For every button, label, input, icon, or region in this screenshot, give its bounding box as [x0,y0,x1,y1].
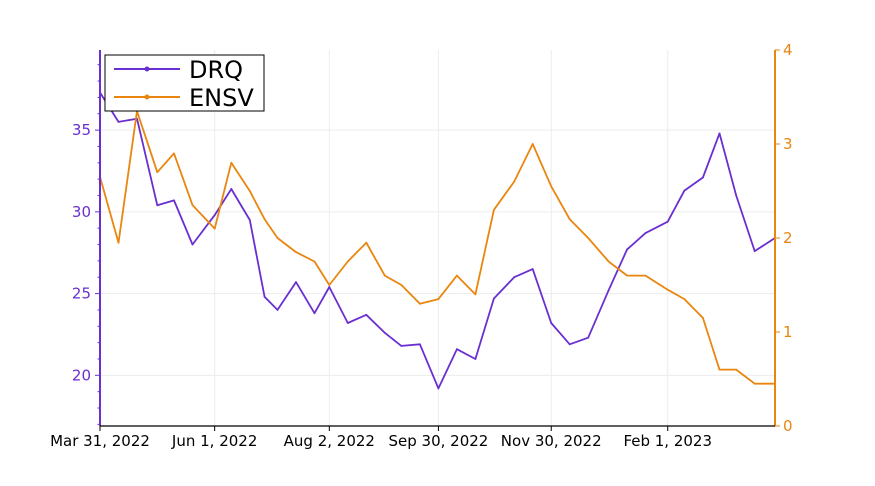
data-point-drq [437,387,440,390]
data-point-ensv [365,241,368,244]
data-point-ensv [513,180,516,183]
data-point-ensv [568,218,571,221]
data-point-drq [276,309,279,311]
y-right-tick-label: 1 [783,323,793,341]
series-layer [99,91,776,390]
data-point-drq [493,297,495,300]
data-point-drq [587,336,590,339]
data-point-ensv [346,260,349,263]
data-point-drq [230,188,233,190]
legend-label-drq: DRQ [189,56,243,84]
x-tick-label: Aug 2, 2022 [284,432,375,450]
data-point-drq [607,289,610,292]
data-point-drq [753,250,756,253]
data-point-drq [568,343,571,346]
data-point-drq [718,132,721,135]
data-point-ensv [173,152,175,155]
data-point-drq [735,194,738,197]
data-point-drq [550,322,553,324]
x-tick-label: Mar 31, 2022 [50,432,150,450]
data-point-drq [666,220,669,223]
data-point-ensv [666,288,669,291]
data-point-ensv [493,208,495,211]
x-tick-label: Feb 1, 2023 [623,432,712,450]
y-left-tick-label: 30 [72,203,91,221]
data-point-drq [400,345,403,347]
legend-box [104,54,265,112]
data-point-ensv [383,274,386,277]
x-tick-label: Nov 30, 2022 [501,432,602,450]
data-point-ensv [400,284,403,286]
data-point-drq [248,219,251,221]
data-point-drq [383,331,386,334]
data-point-ensv [248,190,251,192]
data-point-drq [419,343,421,346]
y-right-tick-label: 2 [783,229,793,247]
data-point-ensv [213,227,216,230]
data-point-drq [263,296,266,298]
y-left-tick-label: 35 [72,121,91,139]
data-point-drq [213,214,216,217]
right-axis-ticks: 0 1 2 3 4 [775,41,793,435]
y-left-tick-label: 25 [72,285,91,303]
series-line-drq [99,92,776,390]
data-point-ensv [735,368,738,371]
data-point-ensv [419,302,421,305]
data-point-drq [513,276,516,279]
data-point-ensv [276,237,279,239]
data-point-ensv [263,218,266,221]
legend: DRQ ENSV [104,54,265,112]
data-point-ensv [587,237,590,239]
data-point-ensv [753,382,756,385]
data-point-drq [295,281,297,283]
x-axis-ticks: Mar 31, 2022 Jun 1, 2022 Aug 2, 2022 Sep 30… [50,426,712,450]
y-right-tick-label: 3 [783,135,793,153]
data-point-ensv [531,143,534,145]
data-point-ensv [626,274,628,277]
data-point-ensv [191,204,194,207]
y-right-tick-label: 4 [783,41,793,59]
data-point-drq [365,313,368,316]
data-point-drq [626,248,628,251]
data-point-drq [474,358,477,360]
data-point-ensv [295,251,297,254]
data-point-ensv [702,317,704,319]
data-point-ensv [683,298,686,300]
data-point-ensv [328,284,331,286]
x-tick-label: Sep 30, 2022 [389,432,489,450]
data-point-ensv [644,274,647,277]
data-point-ensv [456,274,458,277]
data-point-ensv [474,293,477,296]
data-point-drq [456,348,458,351]
data-point-ensv [230,161,233,164]
data-point-drq [117,121,120,123]
legend-marker-ensv [144,94,150,100]
data-point-drq [313,312,316,315]
data-point-drq [702,176,704,179]
data-point-ensv [550,185,553,188]
data-point-ensv [718,368,721,371]
data-point-drq [644,232,647,235]
data-point-ensv [607,260,610,263]
grid-lines [99,50,775,426]
y-left-tick-label: 20 [72,366,91,384]
data-point-ensv [313,260,316,263]
data-point-ensv [117,241,120,244]
data-point-drq [328,286,331,288]
data-point-drq [156,204,159,207]
data-point-drq [173,199,175,202]
data-point-drq [346,322,349,324]
data-point-drq [683,189,686,192]
left-axis-ticks: 20 25 30 35 [72,64,100,425]
x-tick-label: Jun 1, 2022 [171,432,257,450]
data-point-drq [531,268,534,270]
data-point-ensv [156,171,159,174]
y-right-tick-label: 0 [783,417,793,435]
legend-marker-drq [144,66,150,72]
series-line-ensv [99,110,775,385]
data-point-ensv [437,298,440,300]
data-point-drq [191,243,194,246]
legend-label-ensv: ENSV [189,84,254,112]
